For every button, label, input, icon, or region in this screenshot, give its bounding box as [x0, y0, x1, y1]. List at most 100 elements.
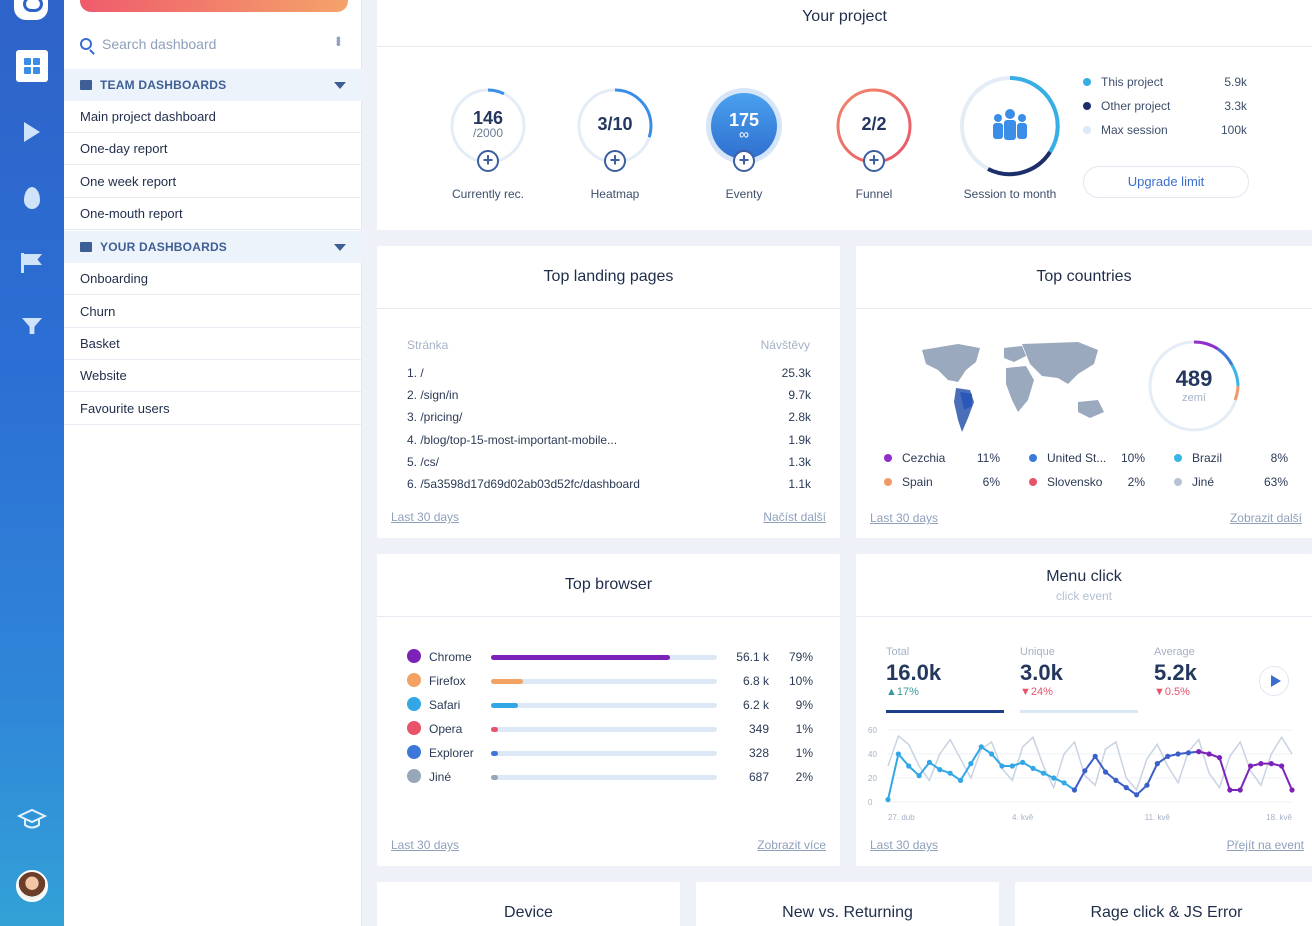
usage-bar: [491, 775, 717, 780]
series-segment: [887, 753, 900, 800]
sidebar-item-one-month[interactable]: One-mouth report: [64, 198, 362, 230]
browser-row[interactable]: Safari 6.2 k 9%: [407, 696, 813, 714]
table-row[interactable]: 3. /pricing/2.8k: [407, 410, 811, 424]
data-point: [1258, 761, 1264, 767]
sidebar-item-churn[interactable]: Churn: [64, 296, 362, 328]
menu-click-chart: 60 40 20 0 27. dub 4. kvě 11. kvě 18. kvě: [868, 726, 1295, 822]
chevron-down-icon[interactable]: [334, 244, 346, 251]
sidebar-item-favourite-users[interactable]: Favourite users: [64, 393, 362, 425]
gauge-heatmap: 3/10 +: [575, 86, 655, 172]
browser-name: Firefox: [429, 674, 466, 688]
legend-other-project: Other project 3.3k: [1083, 99, 1247, 113]
next-arrow-icon[interactable]: [1259, 666, 1289, 696]
logo-icon[interactable]: [14, 0, 48, 20]
browser-row[interactable]: Opera 349 1%: [407, 720, 813, 738]
graduation-cap-icon[interactable]: [16, 804, 48, 836]
upgrade-limit-button[interactable]: Upgrade limit: [1083, 166, 1249, 198]
browser-percent: 1%: [795, 746, 813, 760]
period-link[interactable]: Last 30 days: [391, 510, 460, 524]
browser-percent: 10%: [788, 674, 813, 688]
data-point: [937, 767, 943, 773]
usage-bar: [491, 703, 717, 708]
stat-average[interactable]: Average 5.2k ▼0.5%: [1154, 646, 1197, 698]
browser-name: Opera: [429, 722, 463, 736]
team-dashboards-header[interactable]: TEAM DASHBOARDS: [64, 69, 362, 101]
play-icon[interactable]: [16, 116, 48, 148]
go-to-event-link[interactable]: Přejít na event: [1226, 838, 1304, 852]
period-link[interactable]: Last 30 days: [870, 511, 939, 525]
sidebar-item-one-day[interactable]: One-day report: [64, 133, 362, 165]
data-point: [1206, 751, 1212, 757]
data-point: [1185, 750, 1192, 756]
period-link[interactable]: Last 30 days: [391, 838, 460, 852]
dashboard-grid-icon[interactable]: [16, 50, 48, 82]
period-link[interactable]: Last 30 days: [870, 838, 939, 852]
users-group-icon: [993, 109, 1027, 140]
data-point: [1216, 755, 1223, 761]
data-point: [895, 751, 901, 757]
add-icon[interactable]: +: [477, 150, 499, 172]
data-point: [1279, 763, 1285, 769]
series-segment: [990, 753, 1003, 767]
chevron-down-icon[interactable]: [334, 82, 346, 89]
search-input[interactable]: Search dashboard: [102, 36, 217, 52]
add-icon[interactable]: +: [604, 150, 626, 172]
table-row[interactable]: 1. /25.3k: [407, 366, 811, 380]
menu-click-card: Menu click click event Total 16.0k ▲17% …: [856, 554, 1312, 866]
gauge-events: 175 ∞ +: [704, 86, 784, 172]
browser-value: 6.8 k: [742, 674, 769, 688]
page-title: Your project: [802, 8, 887, 25]
search-dashboard[interactable]: Search dashboard •••: [64, 26, 362, 62]
add-icon[interactable]: +: [733, 150, 755, 172]
new-vs-returning-card: New vs. Returning: [696, 882, 999, 926]
table-row[interactable]: 4. /blog/top-15-most-important-mobile...…: [407, 433, 811, 447]
series-segment: [1146, 763, 1159, 786]
y-tick-label: 0: [868, 798, 873, 807]
series-segment: [918, 761, 931, 777]
top-countries-card: Top countries 489 zemí Cezchia 11% United…: [856, 246, 1312, 538]
more-options-icon[interactable]: •••: [331, 36, 347, 45]
stat-unique[interactable]: Unique 3.0k ▼24%: [1020, 646, 1138, 713]
legend-item: Slovensko 2%: [1029, 475, 1145, 489]
series-segment: [959, 763, 972, 781]
browser-row[interactable]: Firefox 6.8 k 10%: [407, 672, 813, 690]
show-more-link[interactable]: Zobrazit další: [1229, 511, 1302, 525]
browser-row[interactable]: Chrome 56.1 k 79%: [407, 648, 813, 666]
browser-percent: 2%: [795, 770, 813, 784]
data-point: [999, 763, 1005, 769]
sidebar-item-website[interactable]: Website: [64, 360, 362, 392]
rage-click-card: Rage click & JS Error: [1015, 882, 1312, 926]
folder-icon: [80, 242, 92, 252]
flame-icon[interactable]: [16, 182, 48, 214]
your-dashboards-header[interactable]: YOUR DASHBOARDS: [64, 231, 362, 263]
data-point: [916, 773, 922, 779]
add-icon[interactable]: +: [863, 150, 885, 172]
data-point: [947, 770, 953, 776]
series-segment: [1094, 755, 1107, 773]
data-point: [978, 744, 984, 750]
sidebar-item-onboarding[interactable]: Onboarding: [64, 263, 362, 295]
x-tick-label: 4. kvě: [1012, 813, 1034, 822]
user-avatar[interactable]: [16, 870, 48, 902]
stat-total[interactable]: Total 16.0k ▲17%: [886, 646, 1004, 713]
table-row[interactable]: 6. /5a3598d17d69d02ab03d52fc/dashboard 1.…: [407, 477, 811, 491]
load-more-link[interactable]: Načíst další: [763, 510, 826, 524]
browser-value: 328: [748, 746, 769, 760]
funnel-icon[interactable]: [16, 310, 48, 342]
sidebar-item-one-week[interactable]: One week report: [64, 166, 362, 198]
show-more-link[interactable]: Zobrazit více: [757, 838, 826, 852]
data-point: [1247, 763, 1254, 769]
browser-row[interactable]: Explorer 328 1%: [407, 744, 813, 762]
sidebar-item-main-project[interactable]: Main project dashboard: [64, 101, 362, 133]
create-button[interactable]: [80, 0, 348, 12]
series-segment: [1280, 765, 1293, 791]
countries-ring: 489 zemí: [1146, 338, 1242, 434]
flag-icon[interactable]: [16, 246, 48, 278]
data-point: [1092, 753, 1098, 759]
browser-row[interactable]: Jiné 687 2%: [407, 768, 813, 786]
table-row[interactable]: 2. /sign/in 9.7k: [407, 388, 811, 402]
table-row[interactable]: 5. /cs/1.3k: [407, 455, 811, 469]
sidebar-item-basket[interactable]: Basket: [64, 328, 362, 360]
session-ring: [958, 74, 1062, 178]
device-card: Device: [377, 882, 680, 926]
